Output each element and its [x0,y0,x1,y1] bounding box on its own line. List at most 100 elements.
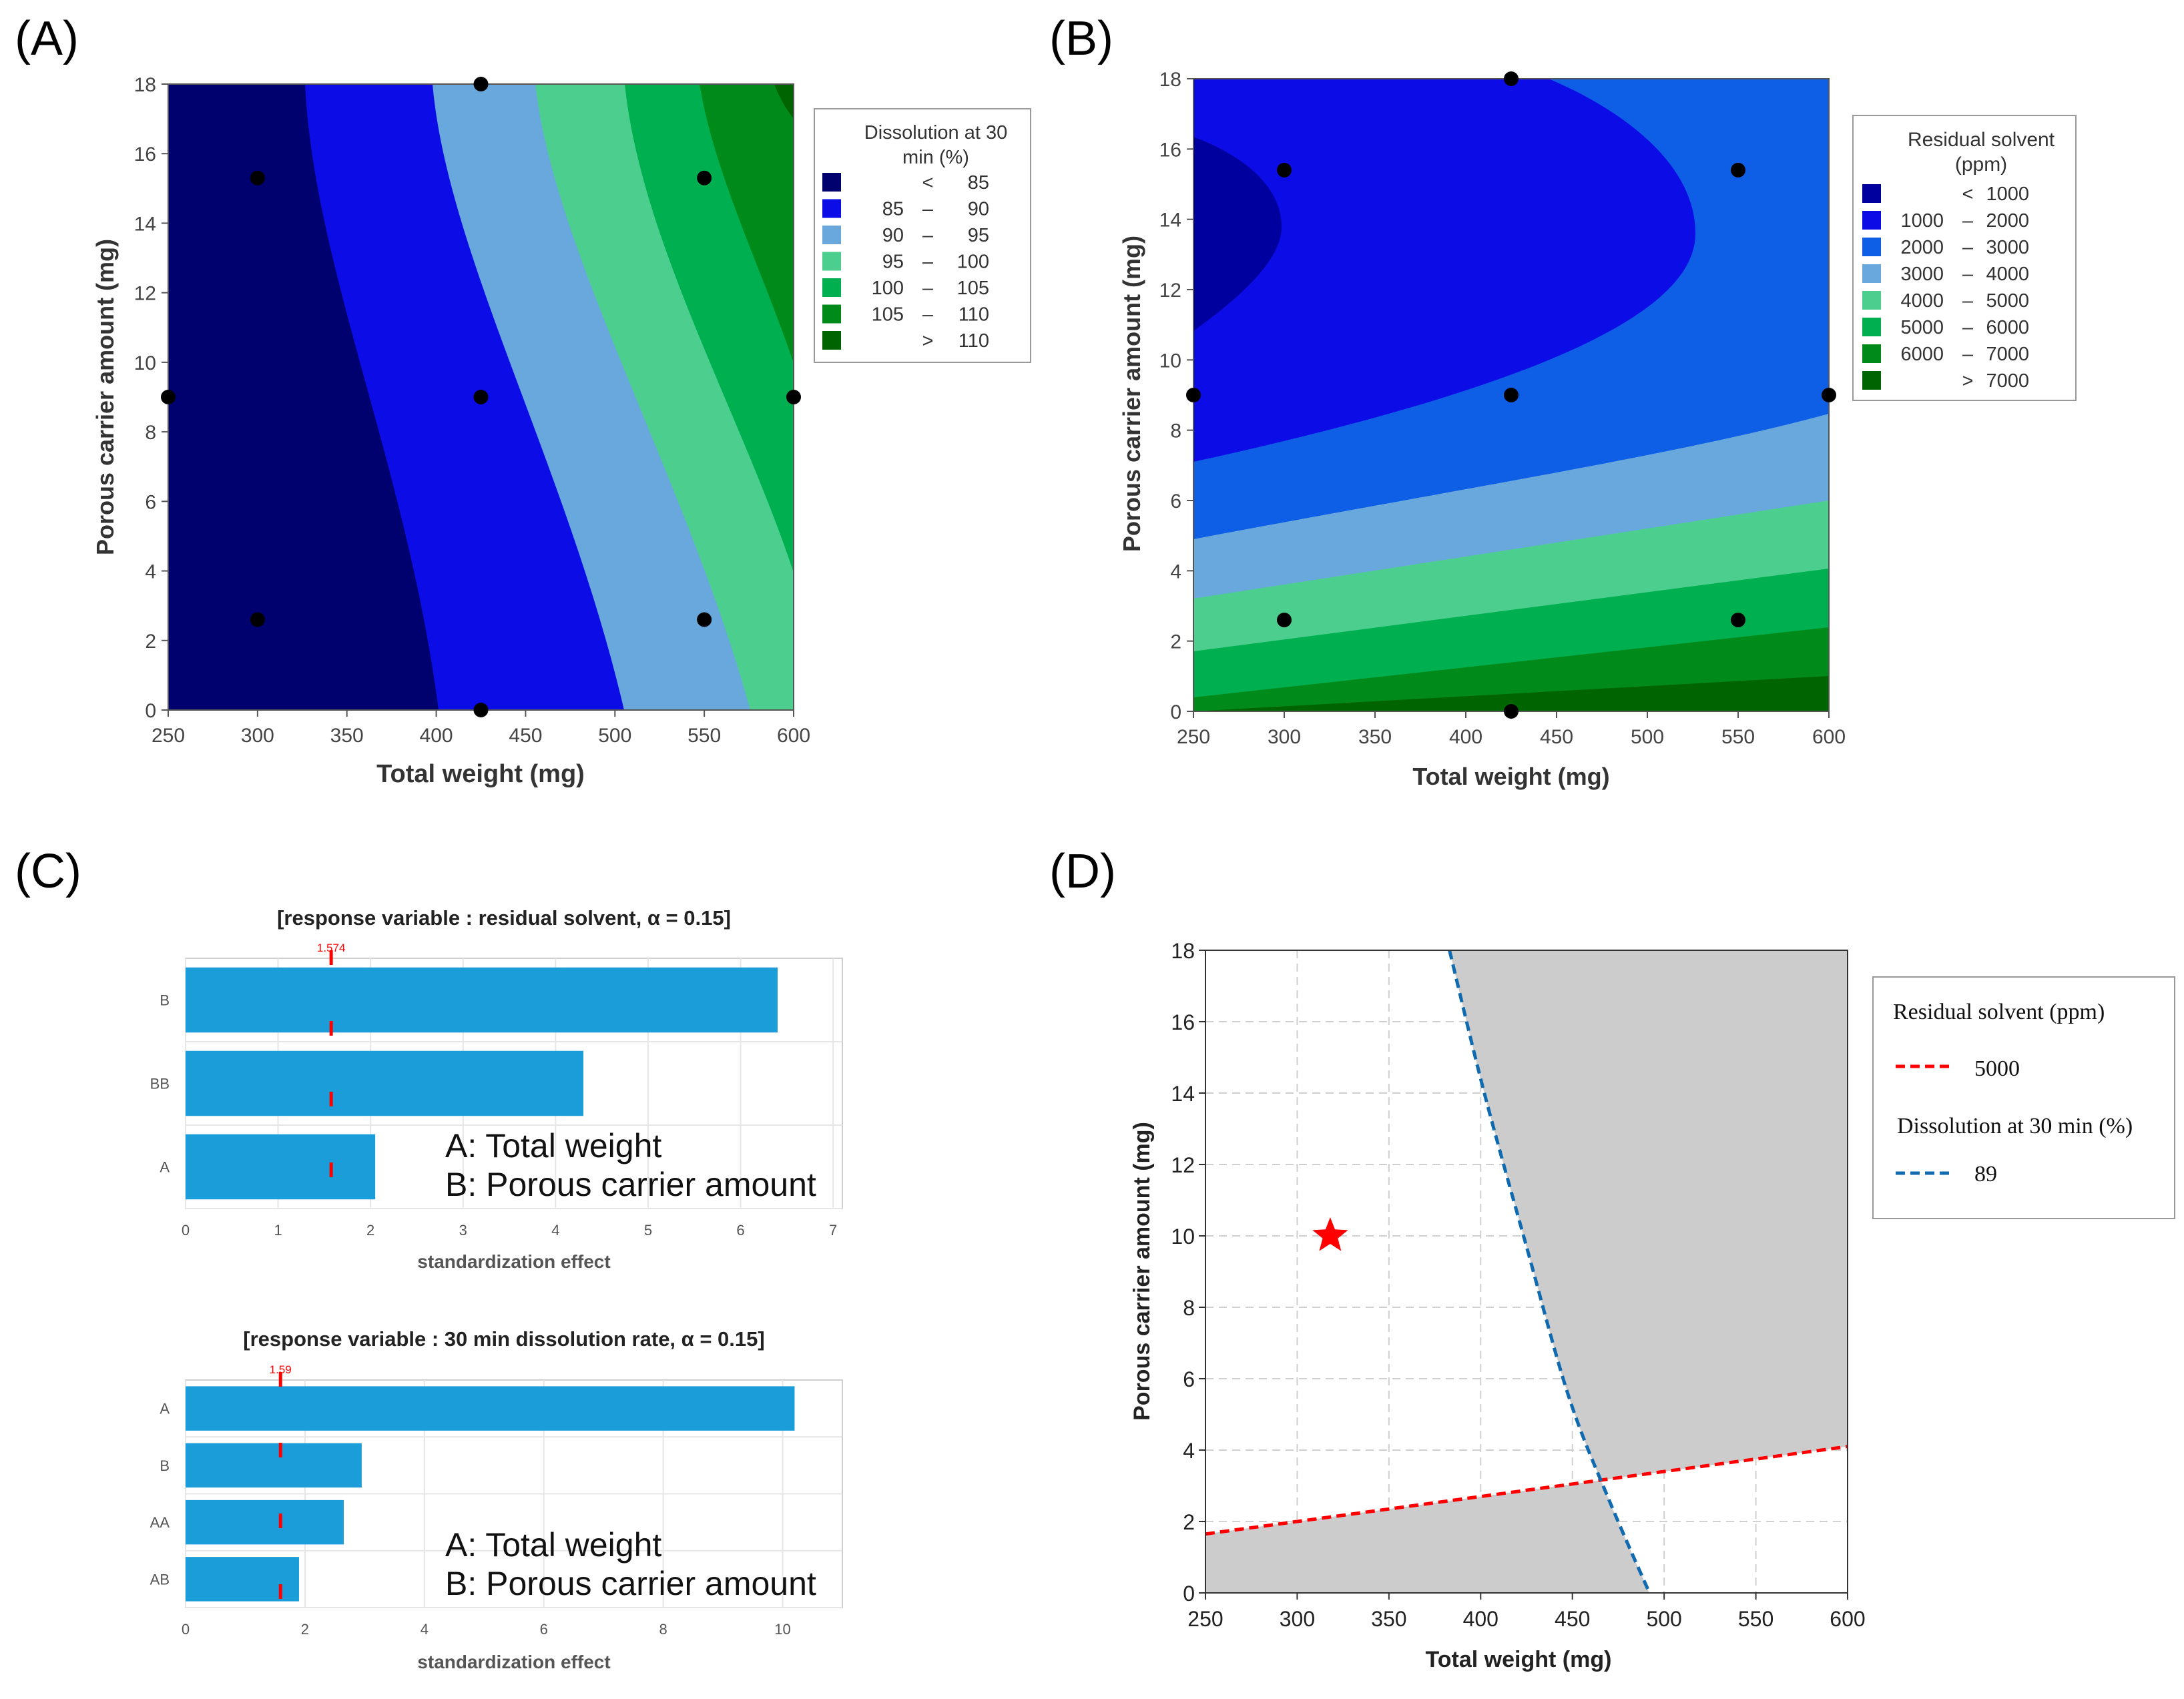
x-tick-label: 300 [1268,726,1301,748]
legend-b-entry-lo: 4000 [1900,290,1944,312]
y-tick-label: 6 [1170,490,1181,513]
legend-a-entry-op: – [922,225,934,246]
legend-a-entry-swatch [822,331,841,350]
legend-b-entry-hi: 6000 [1986,317,2029,338]
chart-c1-title: [response variable : residual solvent, α… [277,906,731,930]
y-tick-label: 18 [1159,69,1181,91]
legend-b-entry-lo: 5000 [1900,317,1944,338]
x-tick-label: 400 [1449,726,1482,748]
design-point [1504,704,1519,719]
legend-b-entry-swatch [1862,184,1881,203]
y-axis-label-b: Porous carrier amount (mg) [1118,236,1145,552]
y-tick-label: 14 [134,213,156,235]
x-axis-label-d: Total weight (mg) [1426,1647,1612,1672]
chart-c2-annotation-b: B: Porous carrier amount [445,1565,816,1602]
legend-b-box [1852,115,2077,401]
bar-category-label: AB [150,1571,170,1588]
y-tick-label: 0 [1170,701,1181,723]
legend-b-entry-op: > [1962,370,1974,392]
legend-b-entry-swatch [1862,264,1881,283]
legend-a-entry-hi: 110 [959,304,989,326]
legend-a-entry-op: < [922,172,934,194]
legend-b-entry-lo: 1000 [1900,210,1944,232]
y-tick-label: 2 [145,631,156,653]
legend-b: Residual solvent (ppm) <10001000–2000200… [1852,115,2077,401]
legend-a-entry-lo: 105 [872,304,904,326]
legend-d-title1: Residual solvent (ppm) [1893,1000,2105,1024]
bar [186,1050,583,1116]
design-point [473,390,489,404]
legend-a-entry-op: – [922,252,934,273]
y-tick-label: 2 [1170,631,1181,653]
legend-a-entry-swatch [822,304,841,324]
legend-a-entry-hi: 105 [957,278,989,299]
x-tick-label: 550 [688,725,721,747]
bar [186,1134,376,1200]
design-point [786,390,801,404]
y-tick-label: 6 [1183,1367,1195,1391]
legend-d-entry2: 89 [1974,1162,1997,1186]
panel-a: 250 300 350 400 450 500 550 600024681012141618 … [91,74,1031,788]
legend-b-entry-lo: 6000 [1900,344,1944,365]
legend-a-entry-lo: 90 [882,225,904,246]
y-tick-label: 10 [134,352,156,374]
bar-x-tick-label: 2 [366,1222,374,1239]
y-tick-label: 4 [1183,1439,1195,1463]
x-tick-label: 300 [1280,1607,1315,1631]
legend-b-entry-lo: 3000 [1900,264,1944,285]
panel-c: [response variable : residual solvent, α… [150,906,843,1672]
region-b-1000-2000 [1193,79,1695,462]
design-point [1277,613,1292,628]
x-tick-label: 600 [1812,726,1846,748]
legend-b-entries: <10001000–20002000–30003000–40004000–500… [1862,184,2029,392]
bar-category-label: A [160,1159,170,1176]
y-tick-label: 10 [1159,350,1181,372]
legend-b-entry-lo: 2000 [1900,237,1944,258]
design-point [161,390,176,404]
x-tick-label: 600 [1830,1607,1865,1631]
bar [186,1386,795,1431]
y-tick-label: 8 [1183,1296,1195,1320]
legend-b-entry-swatch [1862,238,1881,256]
design-point [1822,388,1836,402]
axes-b: 250 300 350 400 450 500 550 600 0 2 4 6 8 10 12 14 16 18 [1159,69,1846,748]
design-point [697,170,712,186]
x-tick-label: 350 [1358,726,1392,748]
legend-b-entry-swatch [1862,344,1881,363]
x-tick-label: 450 [1540,726,1573,748]
y-axis-label-d: Porous carrier amount (mg) [1129,1122,1155,1421]
region-b-lt1000 [1193,137,1282,331]
design-points-a [161,77,801,717]
chart-c1-annotation-a: A: Total weight [445,1127,661,1164]
bar-category-label: BB [150,1076,170,1092]
legend-b-entry-hi: 5000 [1986,290,2029,312]
design-point [1504,71,1519,86]
y-axis-label-a: Porous carrier amount (mg) [91,239,119,555]
infeasible-region-d [1205,950,1848,1593]
x-tick-label: 500 [1646,1607,1681,1631]
y-tick-label: 4 [145,561,156,583]
legend-d: Residual solvent (ppm) 5000 Dissolution … [1872,976,2175,1219]
design-point [250,612,265,627]
contour-regions-a [168,84,794,710]
y-tick-label: 8 [145,422,156,444]
legend-a-title-line2: min (%) [902,147,969,168]
chart-c2-title: [response variable : 30 min dissolution … [243,1327,764,1351]
panel-label-d: (D) [1049,845,1116,898]
design-point [1731,162,1745,178]
legend-a-entry-hi: 85 [968,172,989,194]
legend-a: Dissolution at 30 min (%) <8585–9090–959… [814,108,1031,363]
bar-x-tick-label: 1 [274,1222,282,1239]
legend-a-entry-hi: 100 [957,252,989,273]
legend-b-entry-op: – [1962,264,1974,285]
design-point [697,612,712,627]
design-point [1277,162,1292,178]
contour-regions-b [1193,79,1829,711]
legend-a-entry-swatch [822,226,841,244]
y-tick-label: 8 [1170,420,1181,442]
legend-b-entry-op: – [1962,344,1974,365]
y-tick-label: 12 [1171,1153,1195,1177]
design-point [1504,388,1519,402]
